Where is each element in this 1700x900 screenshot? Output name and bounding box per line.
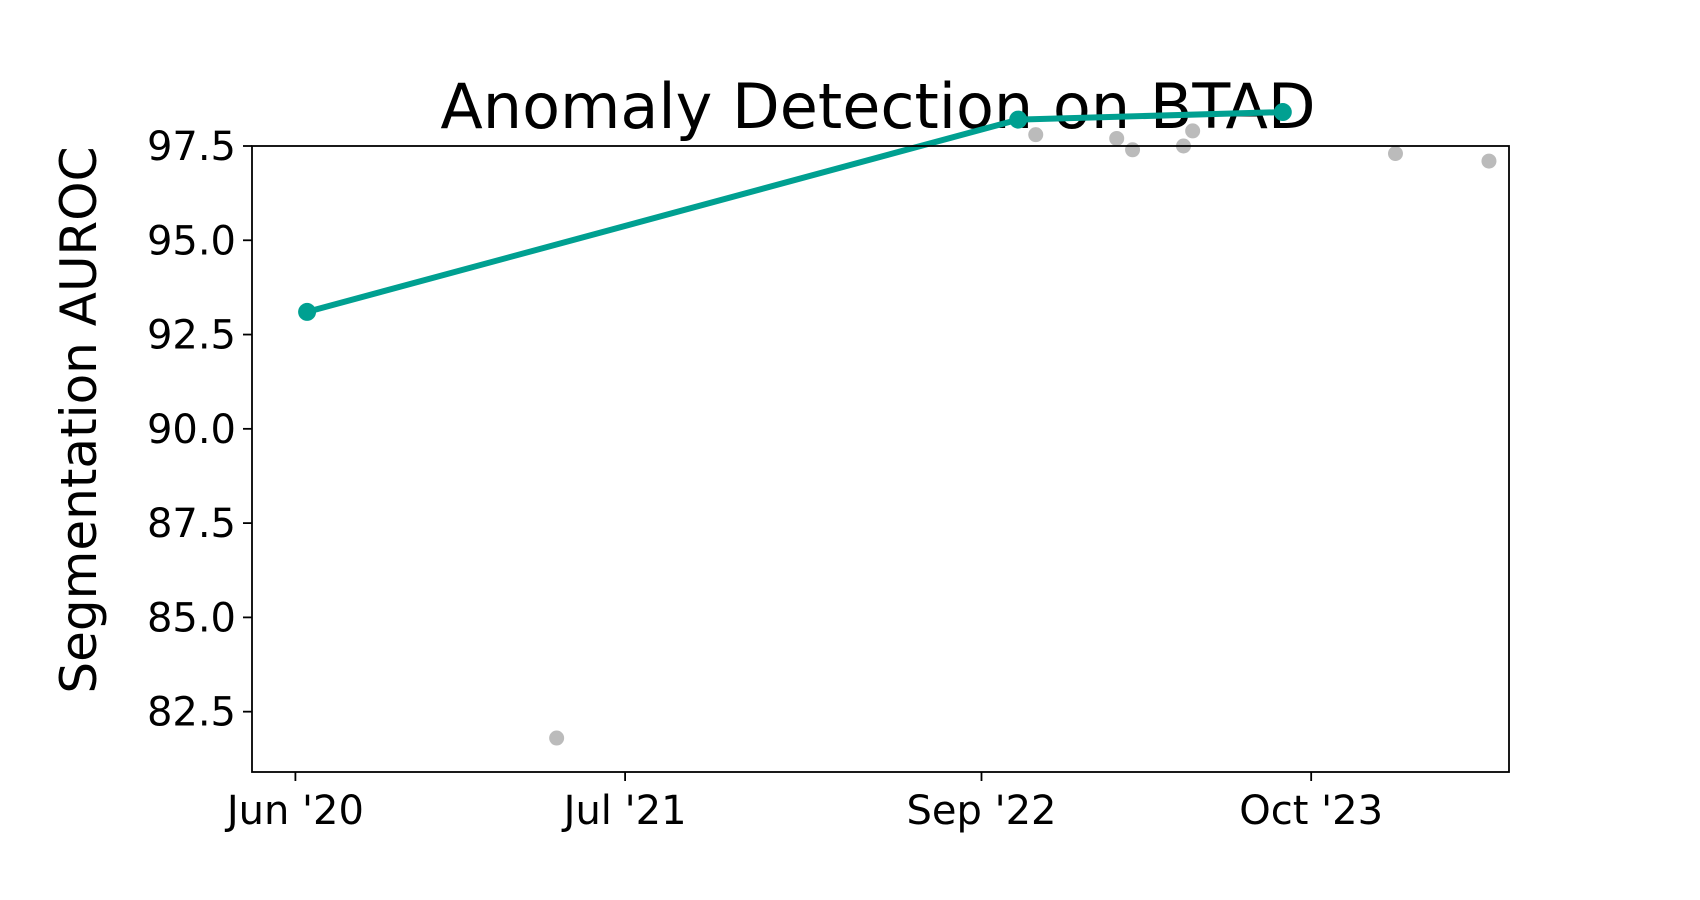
y-tick-label: 92.5 bbox=[147, 313, 236, 359]
frontier-point bbox=[298, 302, 317, 321]
other-point bbox=[1481, 153, 1497, 169]
frontier-point bbox=[1273, 103, 1292, 122]
x-tick-label: Jul '21 bbox=[561, 788, 687, 834]
y-tick-label: 82.5 bbox=[147, 690, 236, 736]
chart-title: Anomaly Detection on BTAD bbox=[440, 70, 1315, 143]
other-point bbox=[549, 730, 565, 746]
y-tick-label: 90.0 bbox=[147, 407, 236, 453]
other-point bbox=[1028, 127, 1044, 143]
y-tick-label: 95.0 bbox=[147, 218, 236, 264]
x-axis: Jun '20 Jul '21 Sep '22 Oct '23 bbox=[224, 772, 1383, 834]
x-tick-label: Oct '23 bbox=[1239, 788, 1383, 834]
y-axis-label: Segmentation AUROC bbox=[50, 146, 108, 693]
data-points bbox=[298, 103, 1497, 746]
y-tick-label: 87.5 bbox=[147, 501, 236, 547]
plot-area-frame bbox=[251, 145, 1510, 773]
y-axis: 82.5 85.0 87.5 90.0 92.5 95.0 97.5 bbox=[147, 124, 252, 736]
frontier-point bbox=[1009, 110, 1028, 129]
other-point bbox=[1109, 130, 1125, 146]
other-point bbox=[1387, 146, 1403, 162]
y-tick-label: 85.0 bbox=[147, 595, 236, 641]
other-point bbox=[1185, 123, 1201, 139]
y-tick-label: 97.5 bbox=[147, 124, 236, 170]
x-tick-label: Sep '22 bbox=[906, 788, 1056, 834]
x-tick-label: Jun '20 bbox=[224, 788, 364, 834]
other-point bbox=[1125, 142, 1141, 158]
